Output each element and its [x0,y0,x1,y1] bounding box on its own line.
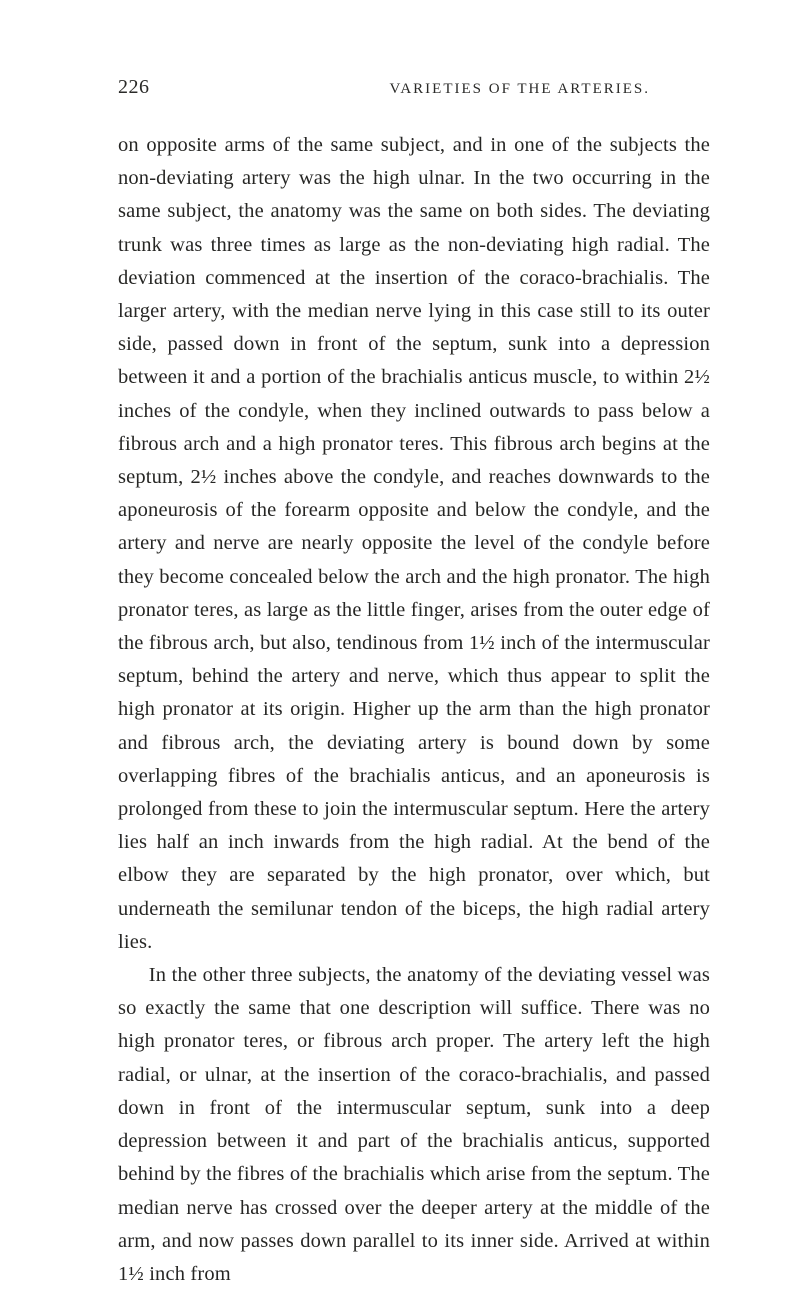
paragraph-1: on opposite arms of the same subject, an… [118,129,710,959]
page-header: 226 VARIETIES OF THE ARTERIES. [118,76,710,99]
running-title: VARIETIES OF THE ARTERIES. [389,81,650,98]
page-number: 226 [118,76,150,99]
paragraph-2: In the other three subjects, the anatomy… [118,959,710,1291]
book-page: 226 VARIETIES OF THE ARTERIES. on opposi… [0,0,800,1261]
body-text: on opposite arms of the same subject, an… [118,129,710,1291]
